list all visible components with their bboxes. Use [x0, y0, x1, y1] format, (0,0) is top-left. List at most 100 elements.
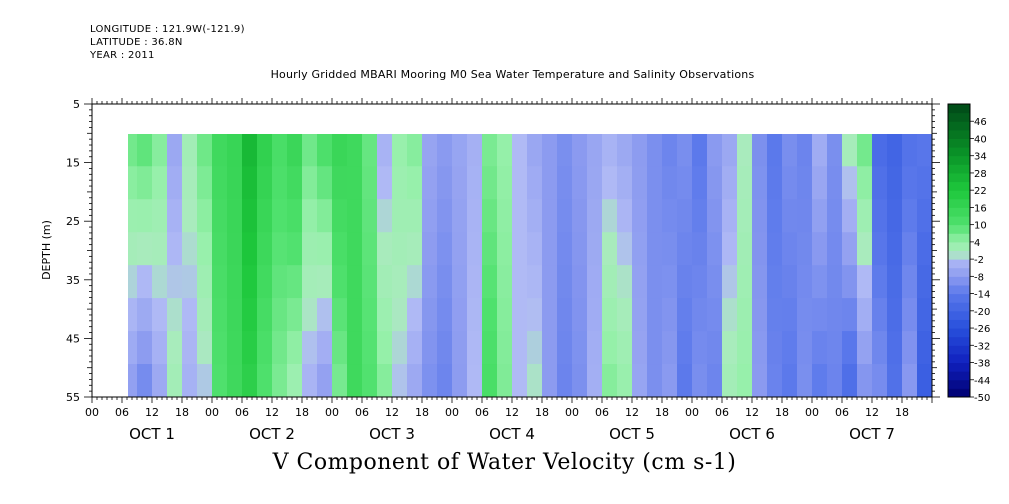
x-tick-label: 06: [715, 406, 729, 419]
colorbar-band: [948, 276, 970, 286]
colorbar-band: [948, 233, 970, 243]
heatmap-cell: [497, 134, 513, 167]
heatmap-cell: [587, 364, 603, 397]
heatmap-cell: [812, 331, 828, 365]
heatmap-cell: [707, 199, 723, 233]
heatmap-cell: [692, 199, 708, 233]
heatmap-cell: [632, 331, 648, 365]
heatmap-cell: [887, 364, 903, 397]
heatmap-cell: [737, 199, 753, 233]
heatmap-column: [452, 134, 468, 397]
heatmap-cell: [752, 364, 768, 397]
heatmap-cell: [317, 166, 333, 200]
heatmap-cell: [332, 134, 348, 167]
heatmap-column: [752, 134, 768, 397]
heatmap-cell: [602, 134, 618, 167]
heatmap-column: [377, 134, 393, 397]
x-tick-label: 00: [565, 406, 579, 419]
colorbar-tick-label: -44: [974, 376, 990, 387]
heatmap-cell: [362, 331, 378, 365]
heatmap-cell: [197, 298, 213, 332]
heatmap-cell: [812, 199, 828, 233]
heatmap-column: [272, 134, 288, 397]
heatmap-cell: [347, 364, 363, 397]
heatmap-cell: [482, 331, 498, 365]
colorbar-band: [948, 181, 970, 191]
colorbar-band: [948, 121, 970, 131]
heatmap-cell: [212, 331, 228, 365]
heatmap-cell: [872, 166, 888, 200]
heatmap-cell: [632, 199, 648, 233]
heatmap-cell: [902, 166, 918, 200]
heatmap-cell: [647, 364, 663, 397]
heatmap-cell: [917, 199, 932, 233]
heatmap-cell: [482, 134, 498, 167]
x-tick-label: 06: [595, 406, 609, 419]
heatmap-cell: [632, 134, 648, 167]
heatmap-cell: [692, 364, 708, 397]
heatmap-cell: [557, 298, 573, 332]
heatmap-cell: [257, 298, 273, 332]
heatmap-cell: [407, 364, 423, 397]
heatmap-cell: [317, 232, 333, 266]
heatmap-column: [662, 134, 678, 397]
heatmap-cell: [272, 265, 288, 299]
heatmap-cell: [197, 232, 213, 266]
heatmap-cell: [677, 199, 693, 233]
heatmap-cell: [467, 364, 483, 397]
heatmap-cell: [722, 298, 738, 332]
heatmap-cell: [602, 298, 618, 332]
heatmap-cell: [812, 232, 828, 266]
heatmap-field: [128, 134, 932, 397]
heatmap-cell: [872, 134, 888, 167]
heatmap-cell: [917, 232, 932, 266]
heatmap-cell: [137, 331, 153, 365]
heatmap-cell: [902, 232, 918, 266]
heatmap-cell: [227, 364, 243, 397]
heatmap-cell: [332, 364, 348, 397]
heatmap-cell: [707, 364, 723, 397]
heatmap-cell: [737, 265, 753, 299]
heatmap-cell: [812, 265, 828, 299]
heatmap-cell: [332, 298, 348, 332]
heatmap-cell: [722, 134, 738, 167]
heatmap-column: [167, 134, 183, 397]
heatmap-cell: [782, 232, 798, 266]
heatmap-cell: [767, 331, 783, 365]
heatmap-cell: [542, 298, 558, 332]
x-tick-label: 12: [265, 406, 279, 419]
heatmap-cell: [332, 232, 348, 266]
colorbar-band: [948, 345, 970, 355]
heatmap-cell: [242, 331, 258, 365]
heatmap-cell: [887, 298, 903, 332]
heatmap-cell: [167, 265, 183, 299]
heatmap-cell: [257, 134, 273, 167]
heatmap-column: [602, 134, 618, 397]
heatmap-cell: [602, 232, 618, 266]
heatmap-cell: [872, 364, 888, 397]
heatmap-cell: [797, 232, 813, 266]
heatmap-cell: [752, 199, 768, 233]
heatmap-cell: [542, 199, 558, 233]
heatmap-cell: [662, 199, 678, 233]
heatmap-cell: [902, 199, 918, 233]
heatmap-cell: [128, 232, 138, 266]
colorbar-band: [948, 198, 970, 208]
heatmap-cell: [872, 199, 888, 233]
heatmap-cell: [422, 265, 438, 299]
x-tick-label: 18: [535, 406, 549, 419]
heatmap-cell: [857, 265, 873, 299]
heatmap-cell: [842, 166, 858, 200]
heatmap-column: [857, 134, 873, 397]
heatmap-cell: [857, 232, 873, 266]
heatmap-cell: [647, 331, 663, 365]
colorbar: 46 40 34 28 22 16 10 4 -2 -8 -14 -20 -26 -32 -38 -44 -50: [947, 103, 990, 404]
colorbar-tick-label: -2: [974, 255, 984, 266]
heatmap-cell: [707, 298, 723, 332]
x-day-label: OCT 7: [849, 425, 895, 443]
heatmap-cell: [152, 364, 168, 397]
heatmap-column: [422, 134, 438, 397]
heatmap-cell: [128, 298, 138, 332]
heatmap-cell: [632, 166, 648, 200]
heatmap-cell: [557, 364, 573, 397]
